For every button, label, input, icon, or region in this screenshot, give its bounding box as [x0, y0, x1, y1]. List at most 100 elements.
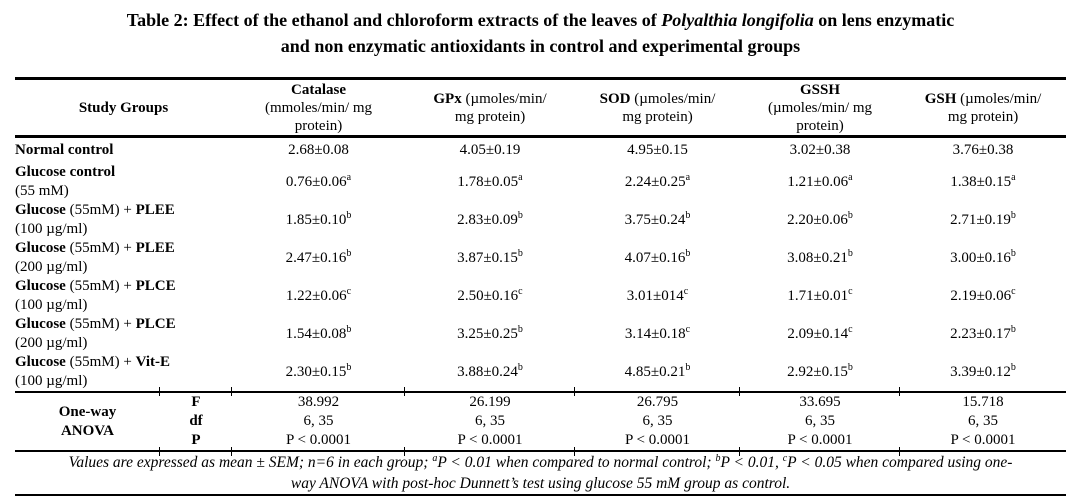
value-cell-sod: 3.75±0.24b — [624, 209, 691, 228]
row-label-part: Glucose control — [15, 164, 116, 180]
significance-marker: b — [847, 247, 853, 259]
row-glucose-plce-200: Glucose (55mM) + PLCE (200 µg/ml) 1.54±0.0… — [15, 315, 1066, 353]
value-cell-catalase: 1.22±0.06c — [285, 285, 352, 304]
footnote-line-2: way ANOVA with post-hoc Dunnett’s test u… — [290, 475, 791, 492]
anova-value-gpx: P < 0.0001 — [404, 431, 575, 456]
row-glucose-plee-200: Glucose (55mM) + PLEE (200 µg/ml) 2.47±0.1… — [15, 239, 1066, 277]
value-cell-gssh: 3.08±0.21b — [787, 247, 853, 266]
significance-marker: a — [685, 171, 691, 183]
row-label-part: Glucose — [15, 316, 66, 332]
significance-marker: b — [847, 209, 853, 221]
row-label-part: Vit-E — [135, 354, 171, 370]
value-cell-catalase: 2.47±0.16b — [285, 247, 352, 266]
table-head: Study Groups Catalase (mmoles/min/ mg prote… — [15, 77, 1067, 138]
row-label-part: Glucose — [15, 202, 66, 218]
row-label-part: Normal control — [15, 142, 114, 158]
anova-value-sod: P < 0.0001 — [574, 431, 740, 456]
value-cell-gsh: 1.38±0.15a — [950, 171, 1016, 190]
row-label-part: (55mM) + — [65, 278, 136, 294]
significance-marker: c — [782, 452, 788, 464]
value-cell-sod: 4.95±0.15 — [627, 142, 688, 158]
value-cell-catalase: 0.76±0.06a — [285, 171, 352, 190]
significance-marker: b — [685, 209, 691, 221]
col-header-title: Study Groups — [78, 99, 169, 116]
value-cell-gssh: 3.02±0.38 — [789, 142, 851, 158]
anova-value-sod: 26.795 — [574, 388, 741, 412]
significance-marker: b — [517, 323, 523, 335]
row-glucose-vit-e-100: Glucose (55mM) + Vit-E (100 µg/ml) 2.30±0.… — [15, 353, 1066, 392]
anova-value-gsh: 6, 35 — [968, 413, 999, 429]
significance-marker: b — [715, 452, 721, 464]
row-glucose-control: Glucose control (55 mM) 0.76±0.06a 1.78±0.0… — [15, 163, 1066, 201]
anova-stat-label: P — [158, 431, 232, 456]
col-header-sod: SOD (µmoles/min/mg protein) — [575, 77, 741, 138]
value-cell-gpx: 2.50±0.16c — [457, 285, 523, 304]
significance-marker: b — [1010, 361, 1016, 373]
significance-marker: b — [517, 361, 523, 373]
anova-stat-text: P — [191, 432, 201, 448]
row-label: Glucose (55mM) + Vit-E (100 µg/ml) — [15, 353, 232, 392]
value-cell-sod: 3.14±0.18c — [624, 323, 691, 342]
row-normal-control: Normal control 2.68±0.08 4.05±0.19 4.95±0.1… — [15, 137, 1066, 164]
col-header-title: GPx — [433, 90, 462, 107]
col-header-title: SOD — [599, 90, 631, 107]
table-caption: Table 2: Effect of the ethanol and chlor… — [0, 7, 1081, 59]
anova-row-df: df 6, 35 6, 35 6, 35 6, 35 6, 35 — [15, 412, 1066, 431]
value-cell-sod: 2.24±0.25a — [624, 171, 691, 190]
row-label-dose: (100 µg/ml) — [15, 297, 88, 313]
anova-row-F: One-way ANOVA F 38.992 26.199 26.795 33.695 15.… — [15, 388, 1067, 451]
row-label-dose: (200 µg/ml) — [15, 335, 88, 351]
significance-marker: b — [1010, 209, 1016, 221]
value-cell-gpx: 2.83±0.09b — [457, 209, 523, 228]
col-header-study-groups: Study Groups — [15, 77, 233, 138]
significance-marker: c — [1011, 285, 1016, 297]
anova-value-catalase: 6, 35 — [303, 413, 334, 429]
value-cell-sod: 4.07±0.16b — [624, 247, 691, 266]
table-foot: Values are expressed as mean ± SEM; n=6 … — [15, 450, 1067, 496]
row-label-part: Glucose — [15, 278, 66, 294]
row-label: Glucose (55mM) + PLEE (100 µg/ml) — [15, 201, 232, 239]
row-label-part: PLCE — [135, 278, 176, 294]
significance-marker: a — [346, 171, 352, 183]
row-label: Glucose (55mM) + PLCE (200 µg/ml) — [15, 315, 232, 353]
col-header-gssh: GSSH (µmoles/min/ mg protein) — [740, 77, 901, 138]
col-header-title: Catalase — [291, 81, 347, 98]
value-cell-gssh: 2.92±0.15b — [787, 361, 853, 380]
row-label-part: PLEE — [135, 240, 175, 256]
significance-marker: b — [517, 209, 523, 221]
anova-value-gssh: 6, 35 — [805, 413, 836, 429]
caption-text-1: Table 2: Effect of the ethanol and chlor… — [126, 10, 662, 30]
value-cell-gpx: 3.87±0.15b — [457, 247, 523, 266]
significance-marker: c — [518, 285, 523, 297]
row-label: Glucose (55mM) + PLCE (100 µg/ml) — [15, 277, 232, 315]
value-cell-gssh: 1.21±0.06a — [787, 171, 853, 190]
footnote-row: Values are expressed as mean ± SEM; n=6 … — [15, 450, 1067, 496]
value-cell-catalase: 2.30±0.15b — [285, 361, 352, 380]
significance-marker: c — [848, 323, 853, 335]
anova-value-gsh: 15.718 — [899, 388, 1067, 412]
results-table: Study Groups Catalase (mmoles/min/ mg prote… — [15, 77, 1067, 496]
value-cell-gsh: 3.39±0.12b — [950, 361, 1016, 380]
row-label-part: Glucose — [15, 240, 66, 256]
row-label-part: PLEE — [135, 202, 175, 218]
row-label-dose: (55 mM) — [15, 183, 69, 199]
row-label-part: (55mM) + — [65, 240, 136, 256]
row-label-part: (55mM) + — [65, 316, 136, 332]
anova-value-gpx: 26.199 — [404, 388, 576, 412]
significance-marker: b — [685, 247, 691, 259]
significance-marker: a — [518, 171, 523, 183]
significance-marker: c — [685, 323, 691, 335]
value-cell-sod: 4.85±0.21b — [624, 361, 691, 380]
significance-marker: b — [1010, 247, 1016, 259]
col-header-gpx: GPx (µmoles/min/mg protein) — [405, 77, 576, 138]
anova-value-catalase: P < 0.0001 — [231, 431, 405, 456]
significance-marker: c — [346, 285, 352, 297]
significance-marker: b — [517, 247, 523, 259]
anova-stat-text: df — [189, 413, 203, 429]
significance-marker: a — [432, 452, 438, 464]
row-label-dose: (200 µg/ml) — [15, 259, 88, 275]
anova-label: One-way ANOVA — [15, 391, 160, 451]
significance-marker: b — [1010, 323, 1016, 335]
significance-marker: a — [1011, 171, 1016, 183]
